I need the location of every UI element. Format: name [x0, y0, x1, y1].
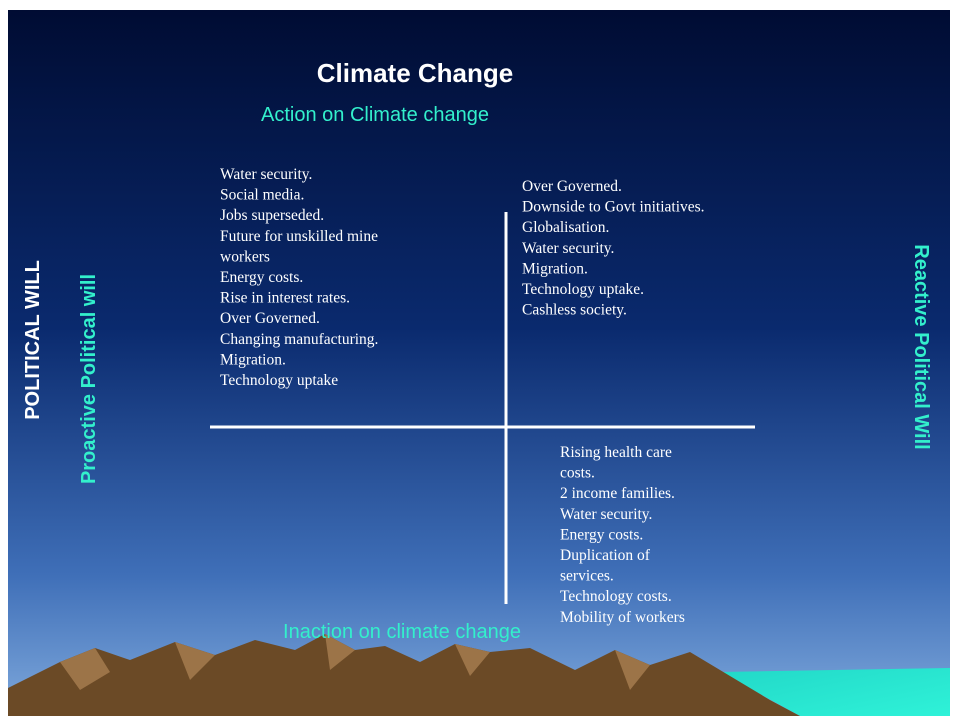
title: Climate Change [317, 58, 514, 88]
list-item: Duplication of [560, 547, 651, 564]
left-outer-label: POLITICAL WILL [22, 260, 44, 420]
list-item: Jobs superseded. [220, 207, 324, 224]
top-label: Action on Climate change [261, 104, 489, 126]
list-item: Migration. [522, 260, 588, 277]
list-item: Social media. [220, 187, 304, 204]
list-item: Energy costs. [220, 269, 303, 286]
list-item: Future for unskilled mine [220, 228, 378, 245]
list-item: Technology costs. [560, 588, 672, 605]
list-item: Cashless society. [522, 302, 627, 319]
right-label: Reactive Political Will [910, 244, 932, 449]
list-item: Changing manufacturing. [220, 331, 378, 348]
list-item: Technology uptake [220, 372, 338, 389]
list-item: services. [560, 568, 614, 585]
list-item: Mobility of workers [560, 609, 685, 626]
list-item: Globalisation. [522, 219, 609, 236]
list-item: Technology uptake. [522, 281, 644, 298]
left-inner-label: Proactive Political will [78, 274, 100, 484]
bottom-label: Inaction on climate change [283, 621, 521, 643]
slide: Climate Change Action on Climate change … [0, 0, 958, 726]
list-item: Water security. [522, 240, 614, 257]
list-item: Over Governed. [522, 178, 622, 195]
list-item: Over Governed. [220, 310, 320, 327]
list-item: Downside to Govt initiatives. [522, 199, 705, 216]
list-item: Rising health care [560, 444, 672, 461]
list-item: Water security. [220, 166, 312, 183]
page: {"title": "Climate Change", "top_label":… [0, 0, 958, 726]
list-item: Rise in interest rates. [220, 290, 350, 307]
list-item: Migration. [220, 351, 286, 368]
list-item: 2 income families. [560, 485, 675, 502]
list-item: Water security. [560, 506, 652, 523]
list-item: Energy costs. [560, 526, 643, 543]
list-item: costs. [560, 465, 595, 482]
list-item: workers [220, 248, 270, 265]
